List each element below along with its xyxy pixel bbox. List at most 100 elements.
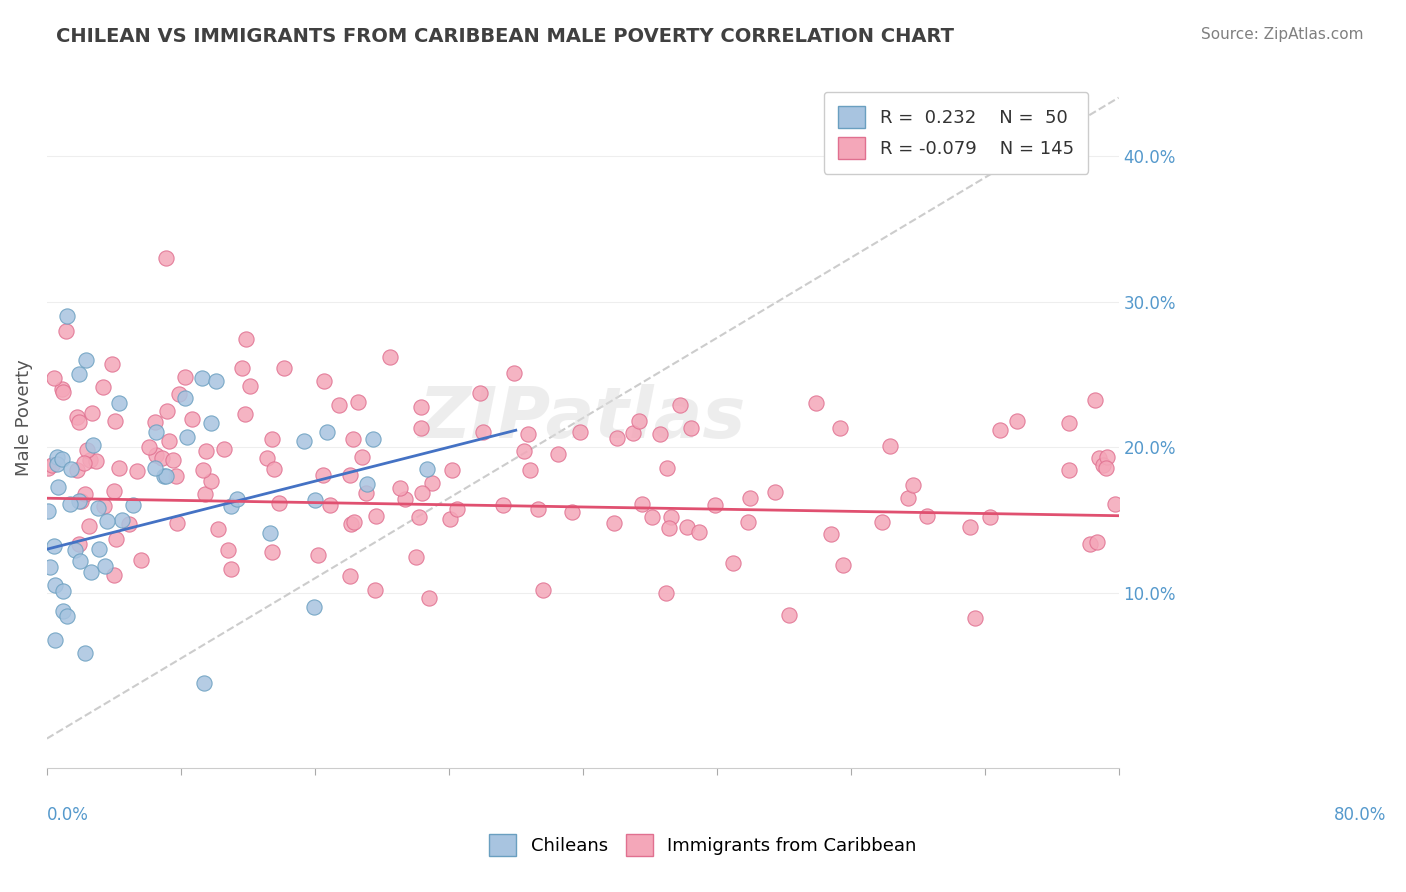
Point (314, 375, 336, 389)
Point (737, 516, 759, 530)
Point (37, 460, 59, 475)
Point (704, 498, 727, 512)
Point (193, 675, 215, 690)
Point (94, 558, 117, 573)
Point (307, 548, 329, 562)
Point (42, 371, 65, 385)
Point (328, 398, 350, 412)
Point (292, 434, 315, 448)
Point (67, 494, 90, 508)
Point (157, 434, 180, 448)
Point (219, 500, 242, 514)
Point (45, 450, 67, 464)
Point (73, 646, 96, 660)
Point (233, 408, 256, 422)
Point (256, 450, 278, 465)
Point (153, 469, 176, 483)
Point (69, 554, 91, 568)
Point (51, 604, 73, 618)
Point (356, 477, 378, 491)
Point (46, 480, 69, 494)
Point (688, 524, 710, 539)
Point (226, 491, 249, 506)
Text: CHILEAN VS IMMIGRANTS FROM CARIBBEAN MALE POVERTY CORRELATION CHART: CHILEAN VS IMMIGRANTS FROM CARIBBEAN MAL… (56, 27, 955, 45)
Point (150, 450, 173, 465)
Point (561, 505, 583, 519)
Point (111, 512, 134, 526)
Point (67, 415, 90, 429)
Point (547, 447, 569, 461)
Point (806, 395, 828, 409)
Point (411, 486, 433, 500)
Point (101, 357, 124, 371)
Point (655, 461, 678, 475)
Point (55, 609, 77, 624)
Text: ZIPatlas: ZIPatlas (419, 384, 747, 452)
Point (1092, 458, 1115, 472)
Point (117, 516, 139, 531)
Point (1059, 417, 1081, 431)
Point (388, 481, 411, 495)
Point (176, 430, 198, 444)
Point (339, 569, 361, 583)
Point (56, 309, 79, 323)
Point (411, 400, 433, 414)
Text: 80.0%: 80.0% (1334, 806, 1386, 824)
Point (569, 425, 592, 440)
Point (420, 475, 443, 490)
Point (87, 541, 110, 556)
Point (63, 542, 86, 557)
Point (526, 501, 548, 516)
Point (73, 487, 96, 501)
Point (471, 425, 494, 439)
Point (167, 387, 190, 401)
Point (262, 545, 284, 559)
Point (659, 509, 682, 524)
Point (468, 385, 491, 400)
Point (1085, 535, 1108, 549)
Point (1104, 497, 1126, 511)
Point (339, 516, 361, 531)
Point (263, 462, 285, 476)
Point (416, 462, 439, 476)
Point (676, 519, 699, 533)
Point (194, 487, 217, 501)
Point (125, 464, 148, 478)
Point (988, 423, 1011, 437)
Point (621, 425, 644, 440)
Point (80, 565, 103, 579)
Point (641, 510, 664, 524)
Point (408, 510, 430, 524)
Point (82, 406, 104, 420)
Point (66, 410, 89, 425)
Point (173, 392, 195, 406)
Text: Source: ZipAtlas.com: Source: ZipAtlas.com (1201, 27, 1364, 42)
Point (79, 453, 101, 467)
Point (76, 442, 98, 457)
Point (778, 608, 800, 623)
Point (378, 351, 401, 365)
Point (69, 494, 91, 508)
Point (679, 421, 702, 435)
Point (343, 515, 366, 529)
Point (603, 516, 626, 531)
Point (318, 499, 340, 513)
Legend: R =  0.232    N =  50, R = -0.079    N = 145: R = 0.232 N = 50, R = -0.079 N = 145 (824, 92, 1088, 174)
Point (145, 448, 167, 462)
Point (915, 508, 938, 523)
Point (364, 583, 387, 598)
Point (84, 454, 107, 468)
Point (312, 467, 335, 482)
Point (346, 395, 368, 409)
Point (162, 452, 184, 467)
Point (440, 463, 463, 477)
Point (39, 560, 62, 574)
Point (155, 469, 177, 483)
Point (155, 251, 177, 265)
Point (446, 501, 468, 516)
Point (67, 537, 90, 551)
Point (879, 439, 901, 453)
Point (44, 578, 66, 592)
Point (897, 491, 920, 505)
Point (200, 416, 222, 430)
